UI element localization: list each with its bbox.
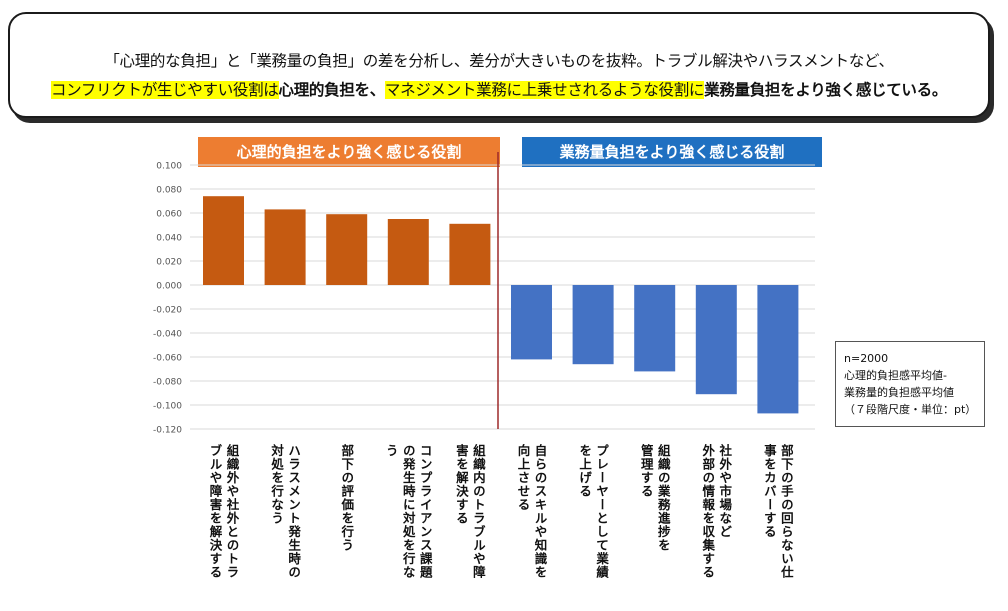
y-tick-label: -0.020	[153, 306, 182, 316]
category-label: 組織内のトラブルや障	[470, 444, 486, 579]
y-tick-label: 0.020	[156, 258, 182, 268]
y-tick-label: -0.060	[153, 354, 182, 364]
y-tick-label: 0.000	[156, 282, 182, 292]
y-tick-label: -0.040	[153, 330, 182, 340]
category-label: 向上させる	[515, 444, 531, 512]
y-tick-label: -0.080	[153, 378, 182, 388]
header-workload: 業務量負担をより強く感じる役割	[522, 137, 822, 167]
category-label: 管理する	[638, 444, 654, 498]
sample-note: n=2000 心理的負担感平均値- 業務量的負担感平均値 （７段階尺度・単位：p…	[835, 341, 985, 427]
category-label: 自らのスキルや知識を	[532, 444, 548, 579]
summary-bold-2: 業務量負担をより強く感じている。	[704, 81, 948, 99]
bar-8	[634, 285, 676, 372]
header-psychological: 心理的負担をより強く感じる役割	[198, 137, 500, 167]
category-label: 部下の手の回らない仕	[778, 444, 794, 579]
bar-4	[387, 219, 429, 285]
y-tick-label: -0.120	[153, 426, 182, 436]
bar-6	[511, 285, 552, 360]
summary-banner: 「心理的な負担」と「業務量の負担」の差を分析し、差分が大きいものを抜粋。トラブル…	[8, 12, 990, 118]
summary-highlight-1: コンフリクトが生じやすい役割は	[50, 81, 279, 99]
category-label: 事をカバーする	[761, 444, 777, 539]
category-label: 外部の情報を収集する	[700, 444, 716, 579]
bar-1	[203, 196, 244, 285]
bar-5	[449, 223, 491, 285]
y-tick-label: 0.080	[156, 186, 182, 196]
note-line-3: 業務量的負担感平均値	[844, 386, 954, 399]
bar-3	[326, 214, 368, 285]
y-tick-label: -0.100	[153, 402, 182, 412]
summary-highlight-2: マネジメント業務に上乗せされるような役割に	[384, 81, 705, 99]
category-label: ハラスメント発生時の	[286, 444, 302, 579]
category-label: 対処を行なう	[269, 444, 285, 525]
category-label: 社外や市場など	[717, 444, 733, 539]
note-line-1: n=2000	[844, 352, 889, 365]
category-label: 部下の評価を行う	[339, 444, 355, 552]
category-label: の発生時に対処を行な	[400, 444, 416, 579]
summary-line-1: 「心理的な負担」と「業務量の負担」の差を分析し、差分が大きいものを抜粋。トラブル…	[10, 49, 988, 71]
y-tick-label: 0.040	[156, 234, 182, 244]
note-line-4: （７段階尺度・単位：pt）	[844, 403, 977, 416]
note-line-2: 心理的負担感平均値-	[844, 369, 947, 382]
category-label: ブルや障害を解決する	[207, 444, 223, 579]
category-label: 組織外や社外とのトラ	[224, 444, 240, 579]
bar-10	[757, 285, 799, 414]
bar-9	[695, 285, 737, 395]
category-label: プレーヤーとして業績	[594, 444, 610, 579]
category-label: 害を解決する	[453, 444, 469, 525]
bar-2	[264, 209, 306, 285]
summary-line-2: コンフリクトが生じやすい役割は心理的負担を、マネジメント業務に上乗せされるような…	[10, 78, 988, 100]
y-tick-label: 0.100	[156, 162, 182, 172]
category-label: 組織の業務進捗を	[655, 444, 671, 552]
y-tick-label: 0.060	[156, 210, 182, 220]
summary-line-1-text: 「心理的な負担」と「業務量の負担」の差を分析し、差分が大きいものを抜粋。トラブル…	[104, 52, 894, 70]
bar-7	[572, 285, 614, 365]
category-label: を上げる	[577, 444, 593, 498]
category-label: う	[383, 444, 399, 458]
category-label: コンプライアンス課題	[417, 444, 433, 579]
summary-bold-1: 心理的負担を、	[278, 81, 386, 99]
